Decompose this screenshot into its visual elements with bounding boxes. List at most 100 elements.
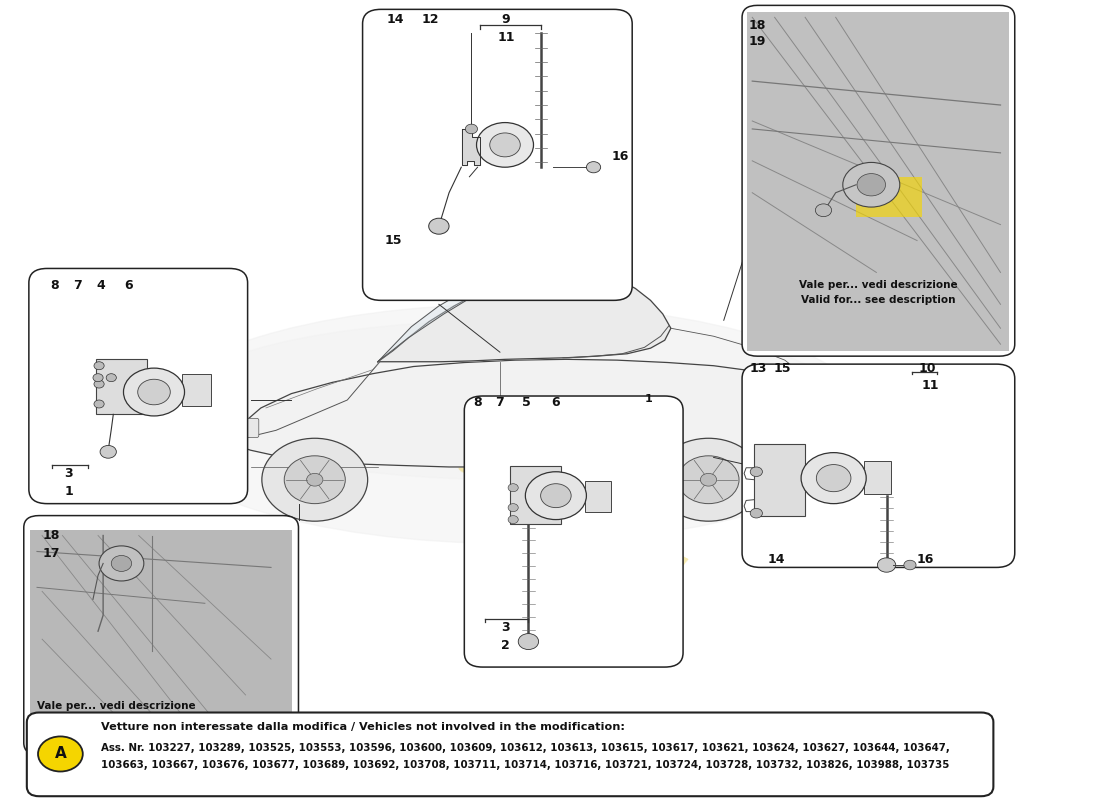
Text: 19: 19 (749, 34, 766, 48)
Circle shape (465, 124, 477, 134)
Circle shape (750, 509, 762, 518)
FancyBboxPatch shape (742, 6, 1014, 356)
Text: 7: 7 (496, 396, 504, 409)
Text: 8: 8 (50, 278, 58, 292)
Circle shape (801, 453, 866, 504)
Ellipse shape (179, 320, 840, 480)
Circle shape (138, 379, 170, 405)
FancyBboxPatch shape (865, 461, 891, 494)
Circle shape (843, 162, 900, 207)
Text: 14: 14 (386, 14, 404, 26)
Circle shape (94, 374, 103, 382)
Text: 15: 15 (384, 234, 402, 247)
FancyBboxPatch shape (464, 396, 683, 667)
Text: 17: 17 (42, 547, 59, 560)
Circle shape (99, 546, 144, 581)
Text: Valid for... see description: Valid for... see description (37, 715, 191, 726)
FancyBboxPatch shape (96, 358, 147, 414)
Circle shape (476, 122, 534, 167)
FancyBboxPatch shape (183, 374, 211, 406)
FancyBboxPatch shape (747, 12, 1009, 350)
Text: 16: 16 (916, 553, 934, 566)
Circle shape (678, 456, 739, 504)
Circle shape (107, 374, 117, 382)
Circle shape (490, 133, 520, 157)
Text: 6: 6 (124, 278, 133, 292)
Text: 4: 4 (97, 278, 106, 292)
Text: 18: 18 (42, 529, 59, 542)
Text: FERRARI: FERRARI (497, 452, 524, 457)
Circle shape (111, 555, 132, 571)
Circle shape (94, 380, 104, 388)
Circle shape (857, 174, 886, 196)
FancyBboxPatch shape (363, 10, 632, 300)
Polygon shape (377, 280, 508, 362)
Text: 14: 14 (768, 553, 785, 566)
Text: passion for: passion for (336, 371, 603, 541)
Text: 5: 5 (522, 396, 531, 409)
Circle shape (39, 737, 82, 771)
Circle shape (586, 162, 601, 173)
Text: 2: 2 (500, 639, 509, 652)
Text: 8: 8 (473, 396, 482, 409)
Circle shape (750, 467, 762, 477)
Text: 3: 3 (500, 621, 509, 634)
FancyBboxPatch shape (29, 269, 248, 504)
Text: 9: 9 (502, 14, 510, 26)
Text: Valid for... see description: Valid for... see description (801, 295, 956, 306)
Text: Vale per... vedi descrizione: Vale per... vedi descrizione (37, 701, 196, 711)
Text: Ass. Nr. 103227, 103289, 103525, 103553, 103596, 103600, 103609, 103612, 103613,: Ass. Nr. 103227, 103289, 103525, 103553,… (101, 743, 949, 754)
Ellipse shape (144, 304, 877, 543)
Text: 3: 3 (64, 467, 73, 480)
Circle shape (508, 484, 518, 492)
Circle shape (123, 368, 185, 416)
Circle shape (816, 465, 851, 492)
Circle shape (815, 204, 832, 217)
Polygon shape (462, 129, 480, 165)
FancyBboxPatch shape (856, 177, 922, 217)
Text: 6: 6 (551, 396, 560, 409)
Text: Vale per... vedi descrizione: Vale per... vedi descrizione (799, 280, 958, 290)
FancyBboxPatch shape (510, 466, 561, 523)
Text: 15: 15 (774, 362, 792, 375)
Text: parts since 1: parts since 1 (427, 429, 694, 594)
FancyBboxPatch shape (26, 713, 993, 796)
Circle shape (429, 218, 449, 234)
Text: 1: 1 (64, 485, 73, 498)
FancyBboxPatch shape (30, 530, 293, 749)
Text: Vetture non interessate dalla modifica / Vehicles not involved in the modificati: Vetture non interessate dalla modifica /… (101, 722, 625, 732)
Text: 11: 11 (922, 379, 939, 392)
Text: 10: 10 (918, 362, 936, 375)
Circle shape (656, 438, 761, 521)
Polygon shape (377, 270, 671, 362)
FancyBboxPatch shape (24, 515, 298, 754)
FancyBboxPatch shape (229, 418, 258, 438)
Text: 11: 11 (497, 30, 515, 44)
Text: A: A (55, 746, 66, 762)
Circle shape (701, 474, 716, 486)
Text: 18: 18 (749, 19, 766, 32)
Text: 7: 7 (74, 278, 82, 292)
Circle shape (100, 446, 117, 458)
Circle shape (518, 634, 539, 650)
Text: 16: 16 (612, 150, 629, 163)
Circle shape (508, 515, 518, 523)
Circle shape (262, 438, 367, 521)
Circle shape (284, 456, 345, 504)
FancyBboxPatch shape (585, 482, 611, 512)
Circle shape (540, 484, 571, 508)
FancyBboxPatch shape (742, 364, 1014, 567)
Circle shape (94, 362, 104, 370)
Circle shape (508, 504, 518, 512)
Polygon shape (230, 359, 811, 467)
Circle shape (307, 474, 323, 486)
Circle shape (94, 400, 104, 408)
Text: 13: 13 (750, 362, 767, 375)
Circle shape (904, 560, 916, 570)
Text: 1: 1 (645, 394, 652, 403)
Circle shape (526, 472, 586, 519)
Circle shape (878, 558, 895, 572)
Text: 103663, 103667, 103676, 103677, 103689, 103692, 103708, 103711, 103714, 103716, : 103663, 103667, 103676, 103677, 103689, … (101, 760, 949, 770)
FancyBboxPatch shape (755, 444, 805, 515)
Text: 12: 12 (422, 14, 440, 26)
